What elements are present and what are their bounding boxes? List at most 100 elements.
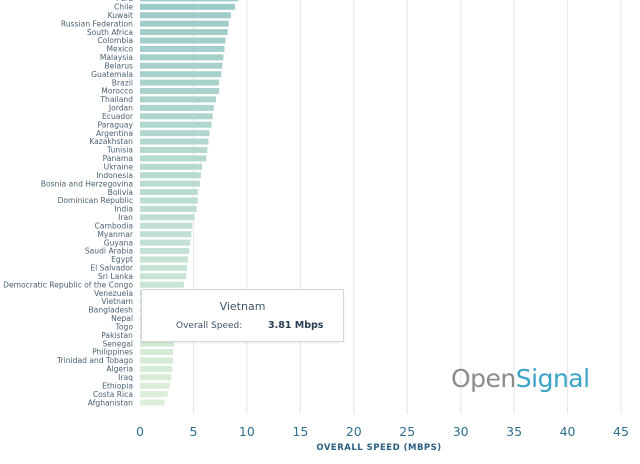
category-label: Cambodia	[95, 221, 133, 230]
bar[interactable]	[140, 197, 198, 204]
x-tick-label: 0	[136, 424, 144, 439]
bar[interactable]	[140, 248, 190, 254]
category-label: Brazil	[112, 78, 133, 87]
x-tick-label: 45	[613, 424, 629, 439]
logo-text-open: Open	[451, 364, 516, 393]
category-label: Nepal	[111, 314, 133, 323]
bar[interactable]	[140, 239, 191, 246]
bar[interactable]	[140, 12, 231, 19]
category-label: Jordan	[108, 104, 133, 113]
bar[interactable]	[140, 214, 195, 221]
x-tick-label: 40	[560, 424, 576, 439]
category-label: Chile	[114, 3, 133, 12]
bar-layer	[140, 0, 239, 406]
bar[interactable]	[140, 0, 239, 2]
category-label: Bolivia	[108, 188, 133, 197]
category-label: Iraq	[118, 373, 133, 382]
opensignal-logo: OpenSignal	[451, 364, 590, 393]
category-label: Myanmar	[97, 230, 134, 239]
category-label: Kazakhstan	[89, 137, 133, 146]
category-label: South Africa	[87, 28, 133, 37]
category-label: Ecuador	[102, 112, 134, 121]
bar[interactable]	[140, 365, 173, 372]
category-label: India	[114, 205, 133, 214]
bar[interactable]	[140, 340, 175, 347]
bar[interactable]	[140, 121, 212, 128]
bar[interactable]	[140, 205, 197, 212]
category-label: Paraguay	[98, 120, 134, 129]
category-label: Togo	[115, 322, 134, 331]
category-label: Costa Rica	[93, 390, 133, 399]
category-label: Trinidad and Tobago	[56, 356, 133, 365]
category-label: Peru	[116, 0, 133, 3]
bar[interactable]	[140, 130, 210, 137]
category-label: Vietnam	[101, 297, 133, 306]
tooltip: Vietnam Overall Speed: 3.81 Mbps	[141, 289, 344, 342]
x-tick-label: 5	[189, 424, 197, 439]
bar[interactable]	[140, 172, 201, 179]
category-label: Guatemala	[91, 70, 133, 79]
bar[interactable]	[140, 138, 209, 145]
category-label: Kuwait	[108, 11, 133, 20]
category-label: Democratic Republic of the Congo	[3, 280, 133, 289]
bar[interactable]	[140, 231, 192, 238]
category-label: Afghanistan	[88, 398, 133, 407]
bar[interactable]	[140, 71, 222, 78]
category-label: Panama	[103, 154, 133, 163]
bar[interactable]	[140, 222, 193, 229]
bar[interactable]	[140, 163, 202, 170]
x-tick-label: 10	[239, 424, 255, 439]
x-tick-label: 25	[399, 424, 415, 439]
bar[interactable]	[140, 264, 188, 271]
bar[interactable]	[140, 88, 220, 95]
x-tick-label: 35	[506, 424, 522, 439]
bar[interactable]	[140, 357, 174, 364]
grid-layer	[192, 0, 622, 414]
bar[interactable]	[140, 189, 198, 196]
bar[interactable]	[140, 391, 168, 398]
bar[interactable]	[140, 45, 225, 52]
category-label: Bosnia and Herzegovina	[41, 179, 133, 188]
x-axis-title: OVERALL SPEED (MBPS)	[316, 443, 441, 453]
bar[interactable]	[140, 146, 208, 153]
bar[interactable]	[140, 273, 186, 280]
bar[interactable]	[140, 180, 200, 187]
bar[interactable]	[140, 349, 174, 356]
x-tick-layer: 0 5 10 15 20 25 30 35 40 45	[136, 424, 629, 439]
bar[interactable]	[140, 37, 226, 44]
bar[interactable]	[140, 20, 229, 27]
bar[interactable]	[140, 62, 223, 69]
category-label: Iran	[118, 213, 133, 222]
x-tick-label: 20	[346, 424, 362, 439]
category-label: Russian Federation	[61, 19, 133, 28]
bar[interactable]	[140, 256, 189, 263]
category-label: Pakistan	[101, 331, 133, 340]
tooltip-value: 3.81 Mbps	[268, 320, 324, 331]
tooltip-label: Overall Speed:	[176, 321, 243, 331]
category-label: Colombia	[97, 36, 133, 45]
bar[interactable]	[140, 104, 214, 111]
bar[interactable]	[140, 281, 184, 288]
category-label: Saudi Arabia	[85, 247, 133, 256]
bar[interactable]	[140, 29, 228, 36]
category-label: Ethiopia	[102, 381, 133, 390]
bar[interactable]	[140, 399, 165, 406]
category-label: Morocco	[101, 87, 133, 96]
category-label: Tunisia	[106, 146, 133, 155]
bar[interactable]	[140, 79, 220, 86]
category-label: Philippines	[92, 348, 133, 357]
bar[interactable]	[140, 96, 216, 103]
category-label: Bangladesh	[88, 306, 133, 315]
bar[interactable]	[140, 113, 213, 120]
bar[interactable]	[140, 155, 207, 162]
x-tick-label: 30	[453, 424, 469, 439]
bar[interactable]	[140, 382, 170, 389]
bar[interactable]	[140, 54, 224, 61]
bar[interactable]	[140, 3, 236, 10]
bar[interactable]	[140, 374, 171, 381]
tooltip-title: Vietnam	[219, 300, 266, 313]
x-tick-label: 15	[292, 424, 308, 439]
